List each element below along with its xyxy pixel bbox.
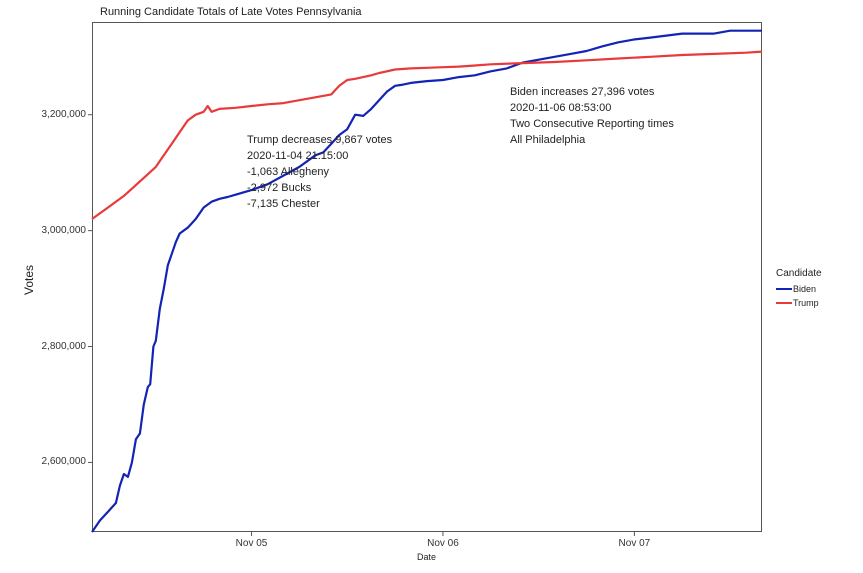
y-tick-label: 3,000,000 <box>26 225 86 236</box>
annotation-line: Biden increases 27,396 votes <box>510 85 674 101</box>
legend-title: Candidate <box>776 268 822 279</box>
legend-item-biden: Biden <box>776 284 816 294</box>
annotation-1: Biden increases 27,396 votes2020-11-06 0… <box>510 85 674 149</box>
annotation-line: -2,972 Bucks <box>247 181 392 197</box>
annotation-line: 2020-11-04 21:15:00 <box>247 149 392 165</box>
x-axis-label: Date <box>417 552 436 562</box>
x-tick-label: Nov 07 <box>604 538 664 549</box>
legend-item-trump: Trump <box>776 298 819 308</box>
annotation-0: Trump decreases 9,867 votes2020-11-04 21… <box>247 133 392 213</box>
y-axis-label: Votes <box>22 265 36 295</box>
annotation-line: -1,063 Allegheny <box>247 165 392 181</box>
x-tick-label: Nov 05 <box>222 538 282 549</box>
y-tick-label: 2,800,000 <box>26 341 86 352</box>
legend-swatch <box>776 288 792 290</box>
annotation-line: Trump decreases 9,867 votes <box>247 133 392 149</box>
y-tick-label: 2,600,000 <box>26 456 86 467</box>
annotation-line: Two Consecutive Reporting times <box>510 117 674 133</box>
annotation-line: 2020-11-06 08:53:00 <box>510 101 674 117</box>
annotation-line: All Philadelphia <box>510 133 674 149</box>
vote-chart: Running Candidate Totals of Late Votes P… <box>0 0 863 573</box>
y-tick-label: 3,200,000 <box>26 109 86 120</box>
annotation-line: -7,135 Chester <box>247 197 392 213</box>
legend-label: Biden <box>793 284 816 294</box>
plot-svg <box>0 0 863 573</box>
legend-swatch <box>776 302 792 304</box>
x-tick-label: Nov 06 <box>413 538 473 549</box>
legend-label: Trump <box>793 298 819 308</box>
